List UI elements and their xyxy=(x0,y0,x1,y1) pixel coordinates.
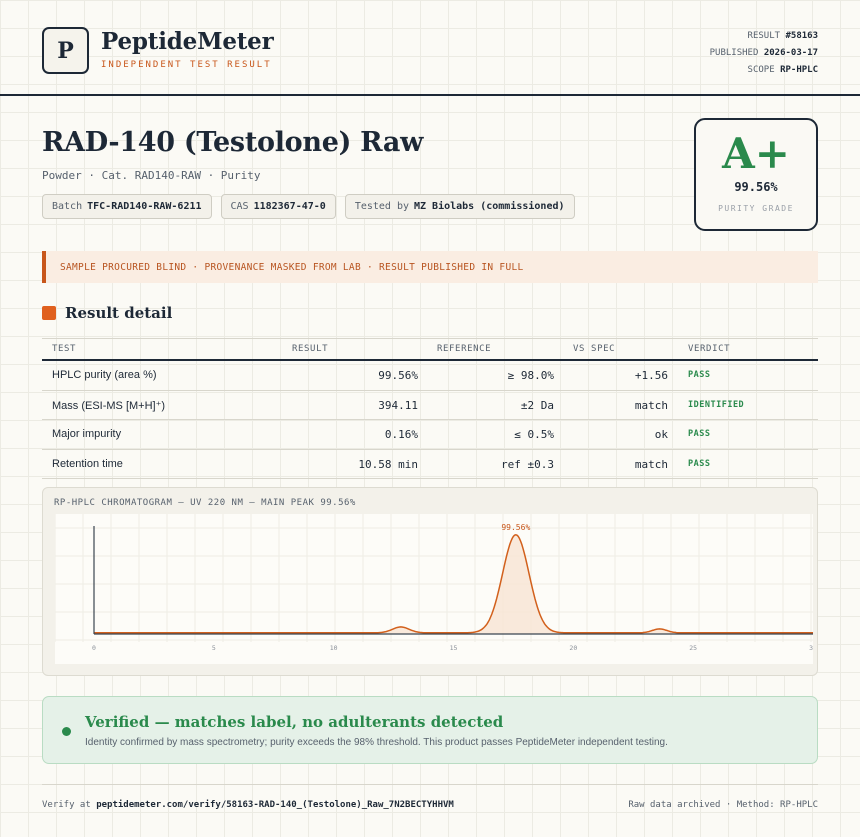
logo-icon: P xyxy=(42,27,89,74)
cell-reference: ≤ 0.5% xyxy=(514,428,554,441)
chip-value: MZ Biolabs (commissioned) xyxy=(414,201,565,212)
scope-value: RP-HPLC xyxy=(780,65,818,75)
product-subtitle: Powder · Cat. RAD140-RAW · Purity xyxy=(42,169,261,182)
section-marker-icon xyxy=(42,306,56,320)
section-title: Result detail xyxy=(65,304,173,322)
purity-grade-card: A+ 99.56% PURITY GRADE xyxy=(694,118,818,231)
cell-vs-spec: ok xyxy=(654,428,668,441)
cell-verdict: PASS xyxy=(688,458,711,469)
cell-vs-spec: match xyxy=(634,398,668,412)
cell-test: HPLC purity (area %) xyxy=(52,369,157,381)
cell-test: Major impurity xyxy=(52,428,122,440)
x-tick-label: 25 xyxy=(689,644,697,652)
verify-link[interactable]: peptidemeter.com/verify/58163-RAD-140_(T… xyxy=(96,800,454,810)
result-label: RESULT xyxy=(747,31,781,41)
product-chips: Batch TFC-RAD140-RAW-6211 CAS 1182367-47-0… xyxy=(42,194,575,219)
cell-result: 99.56% xyxy=(378,369,418,382)
results-table: TEST RESULT REFERENCE VS SPEC VERDICT HP… xyxy=(42,338,818,479)
result-id-line: RESULT #58163 xyxy=(710,28,818,45)
verified-text: Identity confirmed by mass spectrometry;… xyxy=(85,737,668,748)
x-tick-label: 30 xyxy=(809,644,813,652)
section-header: Result detail xyxy=(42,304,172,322)
chip-label: Tested by xyxy=(354,201,409,212)
chromatogram-line xyxy=(94,534,813,634)
chromatogram-chart: 0 5 10 15 20 25 30 99.56% xyxy=(55,514,813,664)
published-date: 2026-03-17 xyxy=(763,48,818,58)
header-test: TEST xyxy=(52,344,77,354)
x-tick-label: 5 xyxy=(212,644,216,652)
verify-line: Verify at peptidemeter.com/verify/58163-… xyxy=(42,800,454,810)
verify-prefix: Verify at xyxy=(42,800,91,810)
verified-banner: Verified — matches label, no adulterants… xyxy=(42,696,818,764)
brand-subtitle: INDEPENDENT TEST RESULT xyxy=(101,60,272,70)
cell-reference: ≥ 98.0% xyxy=(507,369,554,382)
result-id: #58163 xyxy=(785,31,818,41)
cell-verdict: PASS xyxy=(688,370,711,380)
table-header: TEST RESULT REFERENCE VS SPEC VERDICT xyxy=(42,338,818,361)
table-row: Retention time 10.58 min ref ±0.3 match … xyxy=(42,450,818,479)
header-vs-spec: VS SPEC xyxy=(573,344,616,354)
x-tick-label: 15 xyxy=(450,644,458,652)
published-line: PUBLISHED 2026-03-17 xyxy=(710,45,818,62)
grade-letter: A+ xyxy=(722,129,790,178)
verified-title: Verified — matches label, no adulterants… xyxy=(85,713,504,731)
verified-dot-icon xyxy=(62,727,71,736)
cell-result: 0.16% xyxy=(384,428,418,441)
header-verdict: VERDICT xyxy=(688,344,731,354)
cell-test: Retention time xyxy=(52,457,123,470)
header-reference: REFERENCE xyxy=(437,344,492,354)
batch-chip: Batch TFC-RAD140-RAW-6211 xyxy=(42,194,212,219)
cell-test: Mass (ESI-MS [M+H]⁺) xyxy=(52,399,166,412)
brand-name: PeptideMeter xyxy=(101,28,274,55)
chromatogram-panel: RP-HPLC CHROMATOGRAM — UV 220 NM — MAIN … xyxy=(42,487,818,676)
table-row: HPLC purity (area %) 99.56% ≥ 98.0% +1.5… xyxy=(42,361,818,391)
x-tick-label: 10 xyxy=(330,644,338,652)
cell-verdict: PASS xyxy=(688,429,711,439)
peak-label: 99.56% xyxy=(501,523,530,532)
x-tick-label: 0 xyxy=(92,644,96,652)
provenance-notice: SAMPLE PROCURED BLIND · PROVENANCE MASKE… xyxy=(42,251,818,283)
cell-vs-spec: +1.56 xyxy=(634,369,668,382)
page-footer: Verify at peptidemeter.com/verify/58163-… xyxy=(42,784,818,824)
chromatogram-title: RP-HPLC CHROMATOGRAM — UV 220 NM — MAIN … xyxy=(54,498,356,508)
cell-result: 394.11 xyxy=(378,398,418,412)
chart-background xyxy=(55,514,813,664)
scope-line: SCOPE RP-HPLC xyxy=(710,62,818,79)
result-meta: RESULT #58163 PUBLISHED 2026-03-17 SCOPE… xyxy=(710,28,818,79)
table-row: Mass (ESI-MS [M+H]⁺) 394.11 ±2 Da match … xyxy=(42,391,818,420)
chip-label: CAS xyxy=(230,201,249,212)
grade-value: 99.56% xyxy=(734,180,778,194)
scope-label: SCOPE xyxy=(747,65,775,75)
x-tick-label: 20 xyxy=(569,644,577,652)
chip-label: Batch xyxy=(52,201,83,212)
chip-value: TFC-RAD140-RAW-6211 xyxy=(87,201,202,212)
table-row: Major impurity 0.16% ≤ 0.5% ok PASS xyxy=(42,420,818,450)
logo-letter: P xyxy=(57,37,74,64)
cell-result: 10.58 min xyxy=(358,457,418,471)
header-result: RESULT xyxy=(292,344,329,354)
page-header: P PeptideMeter INDEPENDENT TEST RESULT R… xyxy=(0,0,860,96)
footer-method: Raw data archived · Method: RP-HPLC xyxy=(628,800,818,810)
cell-reference: ±2 Da xyxy=(520,398,554,412)
published-label: PUBLISHED xyxy=(709,48,759,58)
cell-vs-spec: match xyxy=(634,457,668,471)
cas-chip: CAS 1182367-47-0 xyxy=(220,194,336,219)
cell-verdict: IDENTIFIED xyxy=(688,399,745,410)
grade-label: PURITY GRADE xyxy=(718,204,794,213)
chip-value: 1182367-47-0 xyxy=(253,201,326,212)
cell-reference: ref ±0.3 xyxy=(501,457,554,471)
product-title: RAD-140 (Testolone) Raw xyxy=(42,127,424,158)
tested-by-chip: Tested by MZ Biolabs (commissioned) xyxy=(344,194,575,219)
